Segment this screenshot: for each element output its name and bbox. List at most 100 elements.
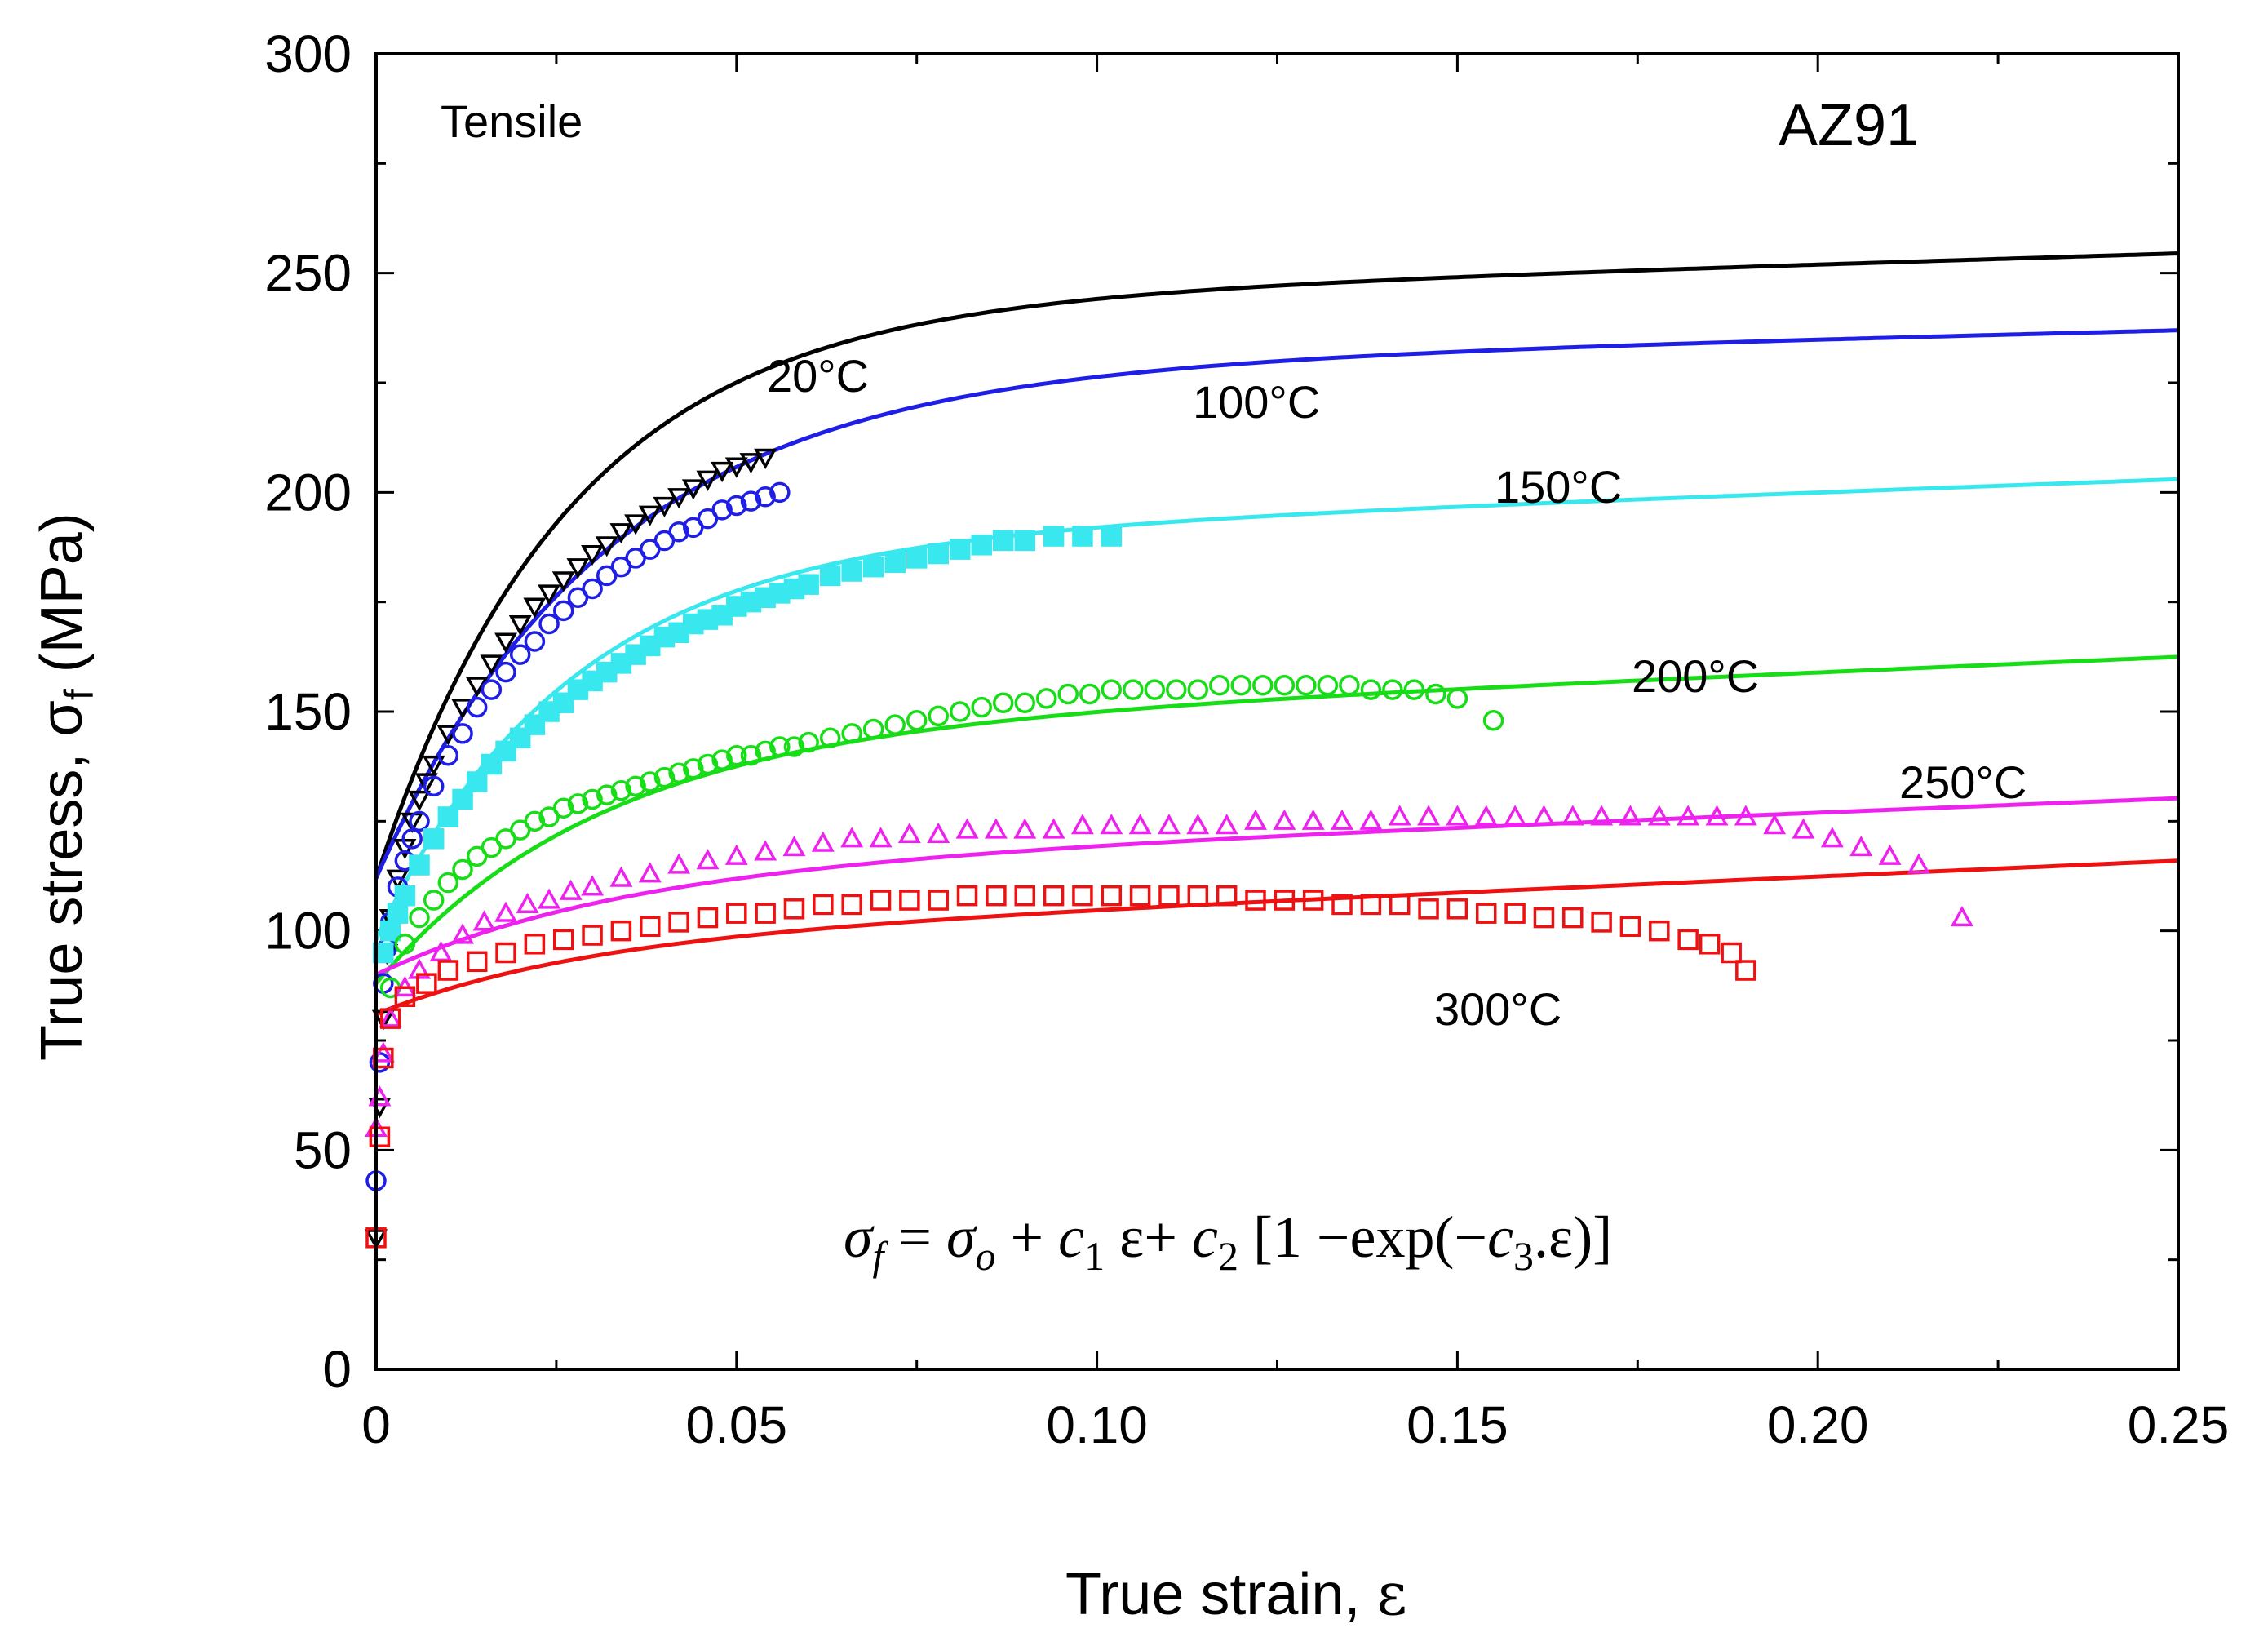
x-tick-label: 0.25 [2128,1395,2230,1454]
data-point [783,736,805,757]
data-point [697,907,719,929]
data-point [1699,934,1721,955]
data-point [1482,709,1504,731]
data-point [906,709,928,731]
data-point [1474,805,1498,826]
data-point [870,890,892,911]
y-axis-title-sub: f [56,689,102,700]
y-tick-label: 150 [264,682,352,741]
eq-sigma-f: σ [844,1205,875,1270]
data-point [1590,805,1614,826]
data-point [437,806,459,827]
data-point [819,727,841,748]
data-point [841,561,862,582]
data-point [494,901,518,922]
data-point [819,565,841,587]
data-point [1187,679,1209,700]
data-point [1157,814,1181,835]
data-point [480,654,503,676]
data-point [783,898,805,920]
data-point [1382,679,1403,700]
data-point [1820,827,1844,848]
data-point [495,942,516,964]
eq-bracket: [1 −exp(− [1238,1205,1487,1270]
data-point [841,894,862,916]
data-point [538,888,561,909]
eq-sub-2: 2 [1218,1233,1238,1279]
data-point [1072,885,1093,907]
x-tick-label: 0.15 [1406,1395,1508,1454]
data-point [516,892,539,913]
data-point [1035,688,1057,709]
data-point [1079,683,1101,705]
data-point [466,771,488,792]
data-point [1532,805,1556,826]
data-point [409,810,430,832]
data-point [726,903,747,924]
data-point [992,692,1014,714]
data-point [524,934,546,955]
data-point [1144,679,1166,700]
data-point [1100,814,1123,835]
data-point [373,942,394,964]
data-point [869,827,893,848]
data-point [1721,942,1742,964]
data-point [538,613,560,635]
data-point [697,753,719,775]
data-point [1252,675,1274,696]
data-point [813,894,834,916]
x-tick-labels: 0 0.05 0.10 0.15 0.20 0.25 [361,1395,2229,1454]
data-point [452,723,473,744]
data-point [538,584,561,606]
data-point [524,631,546,652]
data-point [640,916,661,938]
series-5-points [365,885,1756,1249]
data-point [581,875,605,896]
data-point [1734,805,1757,826]
data-point [423,775,445,797]
data-point [414,773,438,794]
data-point [1245,890,1266,911]
chart-title: AZ91 [1779,93,1919,158]
data-point [371,1041,395,1063]
data-point [401,828,423,850]
data-point [711,461,734,483]
data-point [1562,907,1584,929]
data-point [1561,805,1584,826]
data-point [1166,679,1187,700]
data-point [899,890,920,911]
data-point [582,925,603,946]
data-point [1043,885,1065,907]
data-point [1591,912,1612,933]
data-point [755,740,776,762]
data-point [755,486,776,508]
data-point [754,840,777,861]
data-point [711,499,733,521]
data-point [726,495,747,517]
data-point [1043,526,1065,547]
data-point [1649,920,1670,942]
data-point [1072,526,1093,547]
data-point [1677,805,1700,826]
data-point [906,548,928,569]
series-label-150C: 150°C [1495,461,1622,512]
data-point [1619,805,1642,826]
y-tick-labels: 0 50 100 150 200 250 300 [264,24,352,1399]
data-point [437,872,459,894]
data-point [437,744,459,766]
y-tick-label: 200 [264,463,352,521]
data-point [1274,890,1296,911]
y-tick-label: 300 [264,24,352,83]
data-point [971,696,992,718]
data-point [928,705,949,727]
data-point [1417,805,1441,826]
data-points [365,448,1973,1250]
data-point [1504,903,1526,924]
data-point [1403,679,1425,700]
data-point [567,793,589,814]
data-point [1792,818,1815,839]
data-point [640,771,661,792]
data-point [724,457,748,478]
data-point [1123,679,1144,700]
